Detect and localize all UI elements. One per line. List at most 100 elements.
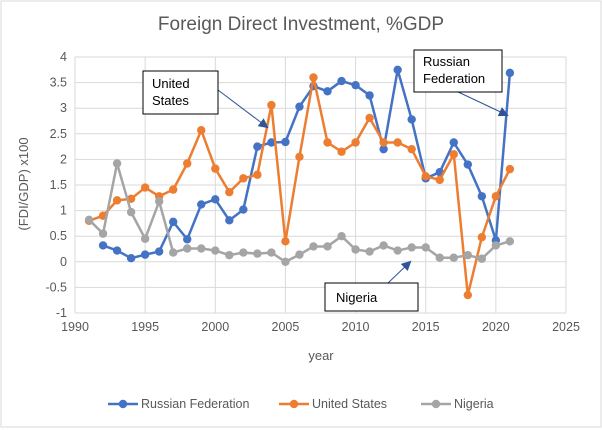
data-point-nigeria [126,207,136,217]
y-axis-label: (FDI/GDP) x100 [16,137,31,230]
data-point-nigeria [225,250,234,260]
data-point-russian-federation [239,205,248,214]
data-point-russian-federation [281,137,290,147]
data-point-russian-federation [112,246,122,255]
data-point-united-states [449,150,458,159]
legend-label-russian-federation: Russian Federation [141,397,249,411]
legend: Russian Federation United States Nigeria [108,397,494,411]
callout-text-nigeria: Nigeria [336,290,378,305]
data-point-russian-federation [253,142,262,151]
data-point-russian-federation [267,138,276,147]
series-line-nigeria [88,162,511,264]
data-point-russian-federation [379,144,388,154]
data-point-united-states [393,138,402,147]
data-point-united-states [477,233,487,242]
data-point-nigeria [309,242,318,251]
legend-label-nigeria: Nigeria [454,397,494,411]
x-tick-label: 2025 [552,320,580,334]
legend-swatch-marker [118,399,128,409]
legend-label-united-states: United States [312,397,387,411]
data-point-nigeria [281,257,290,266]
data-point-united-states [112,196,122,205]
x-tick-label: 2015 [412,320,440,334]
data-point-nigeria [140,234,150,243]
data-point-nigeria [169,248,178,257]
data-point-united-states [323,138,332,147]
chart-title: Foreign Direct Investment, %GDP [158,14,444,35]
series-lines [84,65,515,300]
data-point-nigeria [295,250,304,259]
data-point-nigeria [379,241,388,250]
callout-text-russian-federation-line1: Russian [423,54,470,69]
x-tick-label: 2000 [201,320,229,334]
x-axis-label: year [308,348,334,363]
data-point-russian-federation [154,247,164,256]
data-point-united-states [140,183,150,192]
data-point-russian-federation [351,80,360,90]
data-point-united-states [421,172,430,181]
data-point-russian-federation [140,250,150,259]
x-tick-label: 2020 [482,320,510,334]
data-point-nigeria [505,237,515,246]
data-point-russian-federation [211,195,220,204]
series-line-russian-federation [102,68,512,260]
data-point-united-states [169,185,178,194]
callout-nigeria: Nigeria [324,260,419,312]
y-tick-label: -1 [56,306,67,320]
data-point-nigeria [197,244,206,253]
data-point-nigeria [435,253,444,262]
y-tick-label: 3 [60,101,67,115]
data-point-russian-federation [463,160,472,169]
data-point-united-states [197,126,206,135]
series-nigeria [84,159,515,266]
data-point-nigeria [477,254,487,263]
x-tick-label: 1990 [61,320,89,334]
data-point-nigeria [323,242,332,251]
data-point-nigeria [154,197,164,206]
data-point-nigeria [463,250,472,260]
data-point-nigeria [112,159,122,168]
data-point-united-states [435,175,444,185]
data-point-russian-federation [393,65,402,75]
data-point-nigeria [211,246,220,255]
data-point-russian-federation [337,76,346,86]
data-point-russian-federation [477,192,487,201]
y-tick-label: 0.5 [50,229,67,243]
data-point-united-states [491,192,501,201]
data-point-russian-federation [323,87,332,96]
data-point-united-states [505,164,515,174]
callout-text-united-states-line2: States [152,93,189,108]
data-point-russian-federation [365,91,374,100]
data-point-russian-federation [225,216,234,225]
data-point-united-states [463,290,472,300]
y-tick-label: 4 [60,50,67,64]
callout-arrow-russian-federation [455,90,509,117]
x-tick-labels: 1990 1995 2000 2005 2010 2015 2020 2025 [61,320,580,334]
callout-text-russian-federation-line2: Federation [423,71,485,86]
callout-text-united-states-line1: United [152,76,190,91]
data-point-united-states [337,147,346,156]
legend-item-united-states: United States [279,397,387,411]
data-point-nigeria [239,248,248,257]
y-tick-labels: -1 -0.5 0 0.5 1 1.5 2 2.5 3 3.5 4 [45,50,67,320]
legend-swatch-marker [431,399,441,409]
data-point-united-states [225,187,234,197]
callout-box-nigeria [324,282,419,312]
x-tick-label: 1995 [131,320,159,334]
callout-box-russian-federation [413,49,503,93]
callout-box-united-states [142,70,219,115]
data-point-russian-federation [197,200,206,209]
data-point-russian-federation [449,138,458,147]
data-point-nigeria [407,243,416,252]
legend-swatch-marker [289,399,299,409]
data-point-russian-federation [183,235,192,244]
y-tick-label: -0.5 [45,280,67,294]
data-point-nigeria [98,229,108,238]
data-point-russian-federation [295,102,304,111]
data-point-united-states [407,144,416,154]
data-point-nigeria [337,232,346,241]
data-point-united-states [239,174,248,183]
series-russian-federation [98,65,515,263]
data-point-united-states [211,164,220,173]
